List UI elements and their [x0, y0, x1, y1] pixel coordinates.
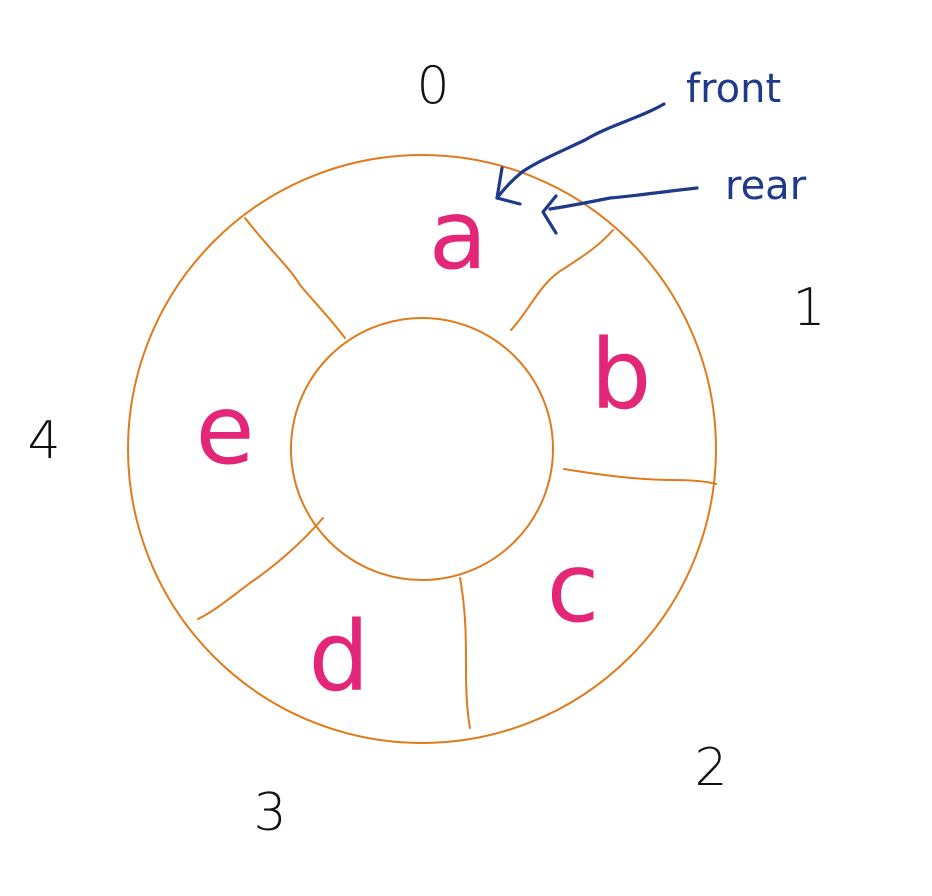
element-b: b — [591, 319, 652, 431]
index-label-1: 1 — [792, 278, 825, 338]
rear-arrow-head — [541, 194, 558, 235]
divider-4-0 — [244, 217, 346, 339]
index-labels: 0 1 2 3 4 — [27, 56, 825, 843]
divider-1-2 — [563, 468, 717, 485]
inner-ring — [290, 317, 554, 581]
front-label: front — [686, 66, 781, 112]
outer-ring — [127, 154, 717, 744]
index-label-0: 0 — [416, 56, 449, 116]
rear-label: rear — [725, 163, 807, 209]
divider-0-1 — [510, 229, 614, 331]
element-c: c — [547, 532, 600, 644]
divider-2-3 — [459, 577, 471, 729]
index-label-2: 2 — [694, 738, 727, 798]
divider-3-4 — [197, 517, 324, 620]
index-label-4: 4 — [27, 411, 60, 471]
index-label-3: 3 — [253, 783, 286, 843]
element-a: a — [429, 179, 488, 291]
element-e: e — [195, 374, 254, 486]
ring — [127, 154, 717, 744]
front-arrow-head — [495, 166, 522, 206]
front-arrow — [495, 102, 666, 200]
element-d: d — [309, 601, 370, 713]
queue-pointers: front rear — [495, 66, 807, 235]
rear-arrow — [548, 186, 699, 211]
slot-elements: a b c d e — [195, 179, 651, 713]
slot-dividers — [197, 217, 717, 729]
